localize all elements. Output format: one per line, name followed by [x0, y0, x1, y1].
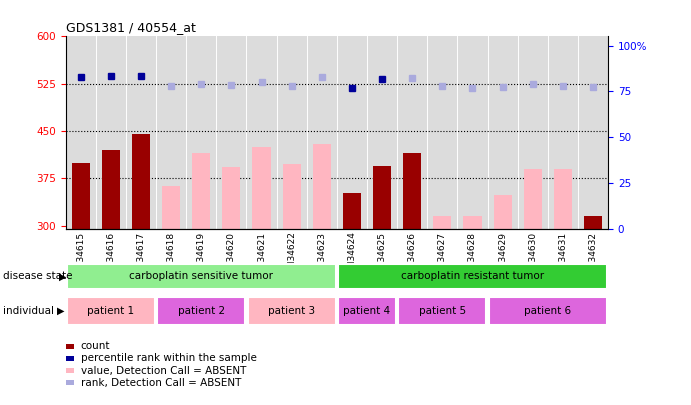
Text: ▶: ▶ — [59, 271, 67, 281]
Bar — [493, 195, 511, 229]
Text: patient 2: patient 2 — [178, 306, 225, 316]
Text: patient 5: patient 5 — [419, 306, 466, 316]
Bar — [338, 264, 607, 288]
Text: ▶: ▶ — [57, 306, 64, 316]
Bar — [398, 297, 486, 325]
Bar — [102, 150, 120, 229]
Bar — [247, 297, 336, 325]
Bar — [584, 216, 602, 229]
Bar — [433, 216, 451, 229]
Text: disease state: disease state — [3, 271, 73, 281]
Text: count: count — [81, 341, 111, 351]
Bar — [223, 167, 240, 229]
Bar — [403, 153, 422, 229]
Text: GDS1381 / 40554_at: GDS1381 / 40554_at — [66, 21, 196, 34]
Text: carboplatin resistant tumor: carboplatin resistant tumor — [401, 271, 544, 281]
Bar — [67, 264, 336, 288]
Text: patient 4: patient 4 — [343, 306, 390, 316]
Bar — [524, 169, 542, 229]
Bar — [67, 297, 155, 325]
Text: rank, Detection Call = ABSENT: rank, Detection Call = ABSENT — [81, 378, 241, 388]
Text: patient 6: patient 6 — [524, 306, 571, 316]
Text: carboplatin sensitive tumor: carboplatin sensitive tumor — [129, 271, 273, 281]
Text: percentile rank within the sample: percentile rank within the sample — [81, 354, 257, 363]
Bar — [252, 147, 271, 229]
Bar — [554, 169, 572, 229]
Bar — [313, 144, 331, 229]
Bar — [132, 134, 150, 229]
Text: patient 1: patient 1 — [87, 306, 135, 316]
Bar — [72, 162, 90, 229]
Bar — [162, 186, 180, 229]
Bar — [464, 215, 482, 229]
Bar — [192, 153, 210, 229]
Bar — [373, 166, 391, 229]
Bar — [338, 297, 396, 325]
Text: individual: individual — [3, 306, 55, 316]
Bar — [343, 193, 361, 229]
Bar — [158, 297, 245, 325]
Bar — [283, 164, 301, 229]
Text: value, Detection Call = ABSENT: value, Detection Call = ABSENT — [81, 366, 246, 375]
Bar — [489, 297, 607, 325]
Text: patient 3: patient 3 — [268, 306, 315, 316]
